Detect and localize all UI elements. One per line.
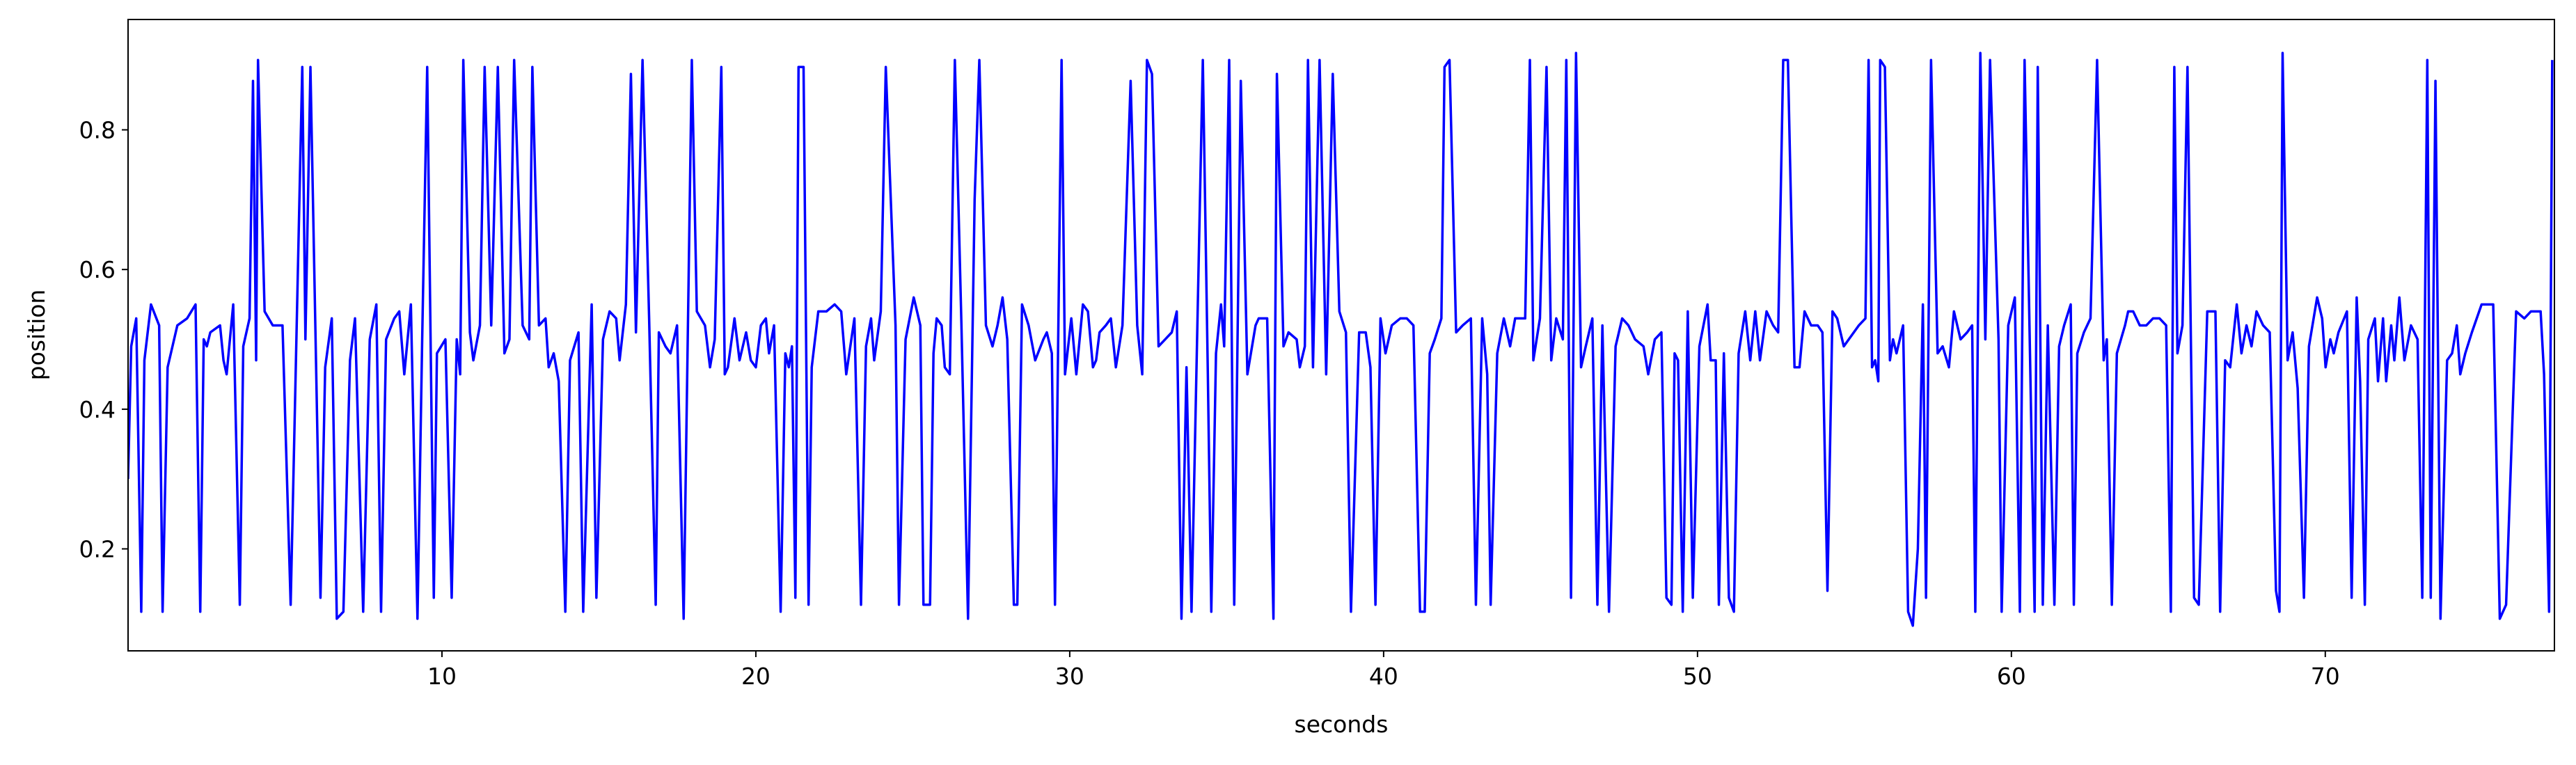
x-tick-label: 60	[1997, 663, 2026, 690]
y-tick-label: 0.6	[79, 256, 116, 283]
x-axis-label: seconds	[1295, 711, 1389, 738]
x-tick-label: 40	[1369, 663, 1398, 690]
x-tick-label: 50	[1683, 663, 1712, 690]
data-line	[128, 52, 2554, 627]
y-tick-label: 0.4	[79, 396, 116, 423]
x-tick-label: 10	[427, 663, 457, 690]
x-tick-label: 70	[2311, 663, 2340, 690]
y-tick-label: 0.8	[79, 117, 116, 144]
plot-frame	[127, 19, 2555, 652]
x-tick-label: 20	[741, 663, 771, 690]
y-tick-label: 0.2	[79, 536, 116, 563]
x-tick-label: 30	[1055, 663, 1084, 690]
y-axis-label: position	[23, 290, 50, 381]
